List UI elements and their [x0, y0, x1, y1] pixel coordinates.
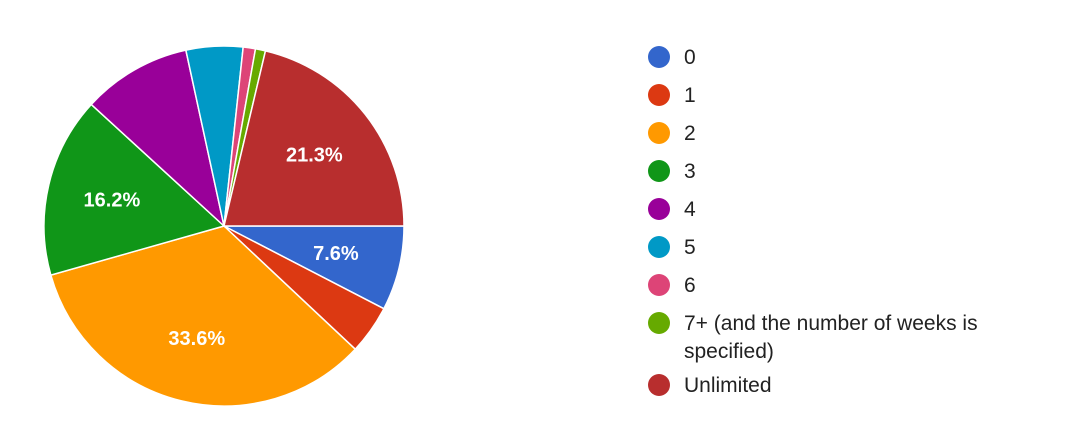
legend-item: 0 — [648, 44, 1068, 76]
legend-swatch — [648, 160, 670, 182]
legend-item: Unlimited — [648, 372, 1068, 404]
legend-item: 7+ (and the number of weeks is specified… — [648, 310, 1068, 366]
legend-label: 7+ (and the number of weeks is specified… — [684, 312, 978, 363]
legend-swatch — [648, 122, 670, 144]
pie-slice-3 — [43, 103, 226, 277]
legend-swatch — [648, 46, 670, 68]
pie-slice-unlimited — [223, 49, 405, 227]
slice-data-label: 21.3% — [286, 145, 343, 167]
legend-swatch — [648, 198, 670, 220]
legend-label: 3 — [684, 160, 696, 183]
legend-swatch — [648, 236, 670, 258]
legend-swatch — [648, 84, 670, 106]
legend-swatch — [648, 274, 670, 296]
legend-item: 6 — [648, 272, 1068, 304]
pie-slices — [43, 45, 405, 407]
legend-label: 5 — [684, 236, 696, 259]
legend-swatch — [648, 312, 670, 334]
slice-data-label: 16.2% — [84, 189, 141, 211]
legend-item: 1 — [648, 82, 1068, 114]
legend-item: 2 — [648, 120, 1068, 152]
slice-data-label: 33.6% — [168, 328, 225, 350]
slice-data-label: 7.6% — [313, 243, 359, 265]
pie-chart: 7.6% 33.6% 16.2% 21.3% — [43, 45, 405, 407]
legend-label: Unlimited — [684, 374, 772, 397]
legend-item: 4 — [648, 196, 1068, 228]
legend-item: 5 — [648, 234, 1068, 266]
legend-label: 1 — [684, 84, 696, 107]
legend-label: 2 — [684, 122, 696, 145]
legend-label: 4 — [684, 198, 696, 221]
legend-swatch — [648, 374, 670, 396]
legend-label: 6 — [684, 274, 696, 297]
pie-data-labels: 7.6% 33.6% 16.2% 21.3% — [84, 145, 359, 350]
chart-legend: 0 1 2 3 4 5 6 7+ (and the number of weeks is sp… — [648, 44, 1068, 410]
pie-slice-2 — [49, 225, 357, 407]
legend-item: 3 — [648, 158, 1068, 190]
pie-slice-4 — [90, 49, 226, 229]
legend-label: 0 — [684, 46, 696, 69]
